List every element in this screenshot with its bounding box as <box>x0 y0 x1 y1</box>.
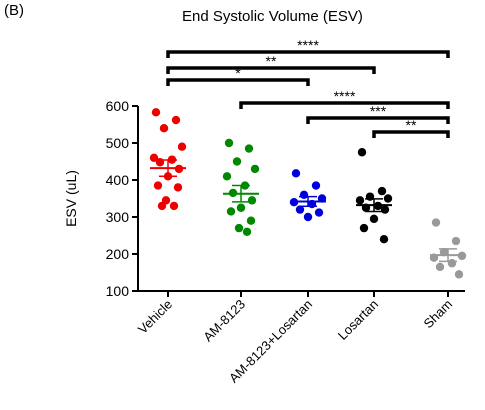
data-point <box>236 203 246 212</box>
significance-label: *** <box>370 103 387 119</box>
x-tick-label: Vehicle <box>135 297 175 337</box>
data-point <box>247 196 257 205</box>
data-point <box>149 153 159 162</box>
data-point <box>377 186 387 196</box>
x-tick-label: Sham <box>420 297 455 332</box>
data-point <box>159 124 169 133</box>
data-point <box>169 201 179 211</box>
y-tick-label: 600 <box>106 98 130 114</box>
significance-bracket <box>166 50 450 58</box>
data-point <box>246 216 256 225</box>
y-tick-label: 400 <box>106 172 130 188</box>
chart-title: End Systolic Volume (ESV) <box>182 8 363 25</box>
axes-layer: 100 200 300 400 500 600 ESV (uL) Vehicle AM-8123… <box>63 98 465 386</box>
panel-label: (B) <box>4 2 24 19</box>
significance-bracket <box>166 78 310 86</box>
data-point <box>355 196 365 205</box>
data-point <box>431 218 441 227</box>
data-point <box>299 190 309 199</box>
data-point <box>291 169 301 178</box>
mean-sem-layer <box>150 159 466 263</box>
data-point <box>369 214 379 224</box>
data-point <box>383 194 393 203</box>
data-point <box>232 157 242 166</box>
data-point <box>359 223 369 233</box>
data-point <box>222 172 232 181</box>
data-point <box>224 138 234 148</box>
significance-layer: **************** <box>166 37 450 138</box>
data-point <box>226 207 236 216</box>
significance-bracket <box>306 116 450 124</box>
data-point <box>380 205 390 214</box>
data-point <box>244 144 254 153</box>
x-tick-label: AM-8123 <box>200 297 248 345</box>
points-layer <box>149 108 467 279</box>
data-point <box>173 183 183 192</box>
data-point <box>314 208 324 217</box>
significance-label: **** <box>334 88 356 104</box>
significance-bracket <box>372 130 450 138</box>
y-tick-label: 100 <box>106 283 130 299</box>
significance-bracket <box>239 101 450 109</box>
significance-label: ** <box>406 117 417 133</box>
data-point <box>242 227 252 236</box>
data-point <box>357 148 367 157</box>
data-point <box>171 115 181 125</box>
data-point <box>157 201 167 211</box>
data-point <box>311 181 321 190</box>
data-point <box>153 181 163 190</box>
data-point <box>454 270 464 279</box>
data-point <box>151 108 161 117</box>
data-point <box>250 164 260 174</box>
data-point <box>451 236 461 246</box>
significance-label: * <box>235 65 241 81</box>
y-tick-label: 300 <box>106 209 130 225</box>
y-axis-label: ESV (uL) <box>63 170 79 227</box>
significance-label: **** <box>297 37 319 53</box>
data-point <box>234 223 244 233</box>
data-point <box>435 262 445 272</box>
data-point <box>177 142 187 151</box>
data-point <box>295 205 305 214</box>
y-tick-label: 200 <box>106 246 130 262</box>
data-point <box>303 212 313 222</box>
y-tick-label: 500 <box>106 135 130 151</box>
significance-bracket <box>166 66 376 74</box>
significance-label: ** <box>266 53 277 69</box>
data-point <box>379 235 389 244</box>
data-point <box>447 259 457 268</box>
x-tick-label: Losartan <box>335 297 381 343</box>
